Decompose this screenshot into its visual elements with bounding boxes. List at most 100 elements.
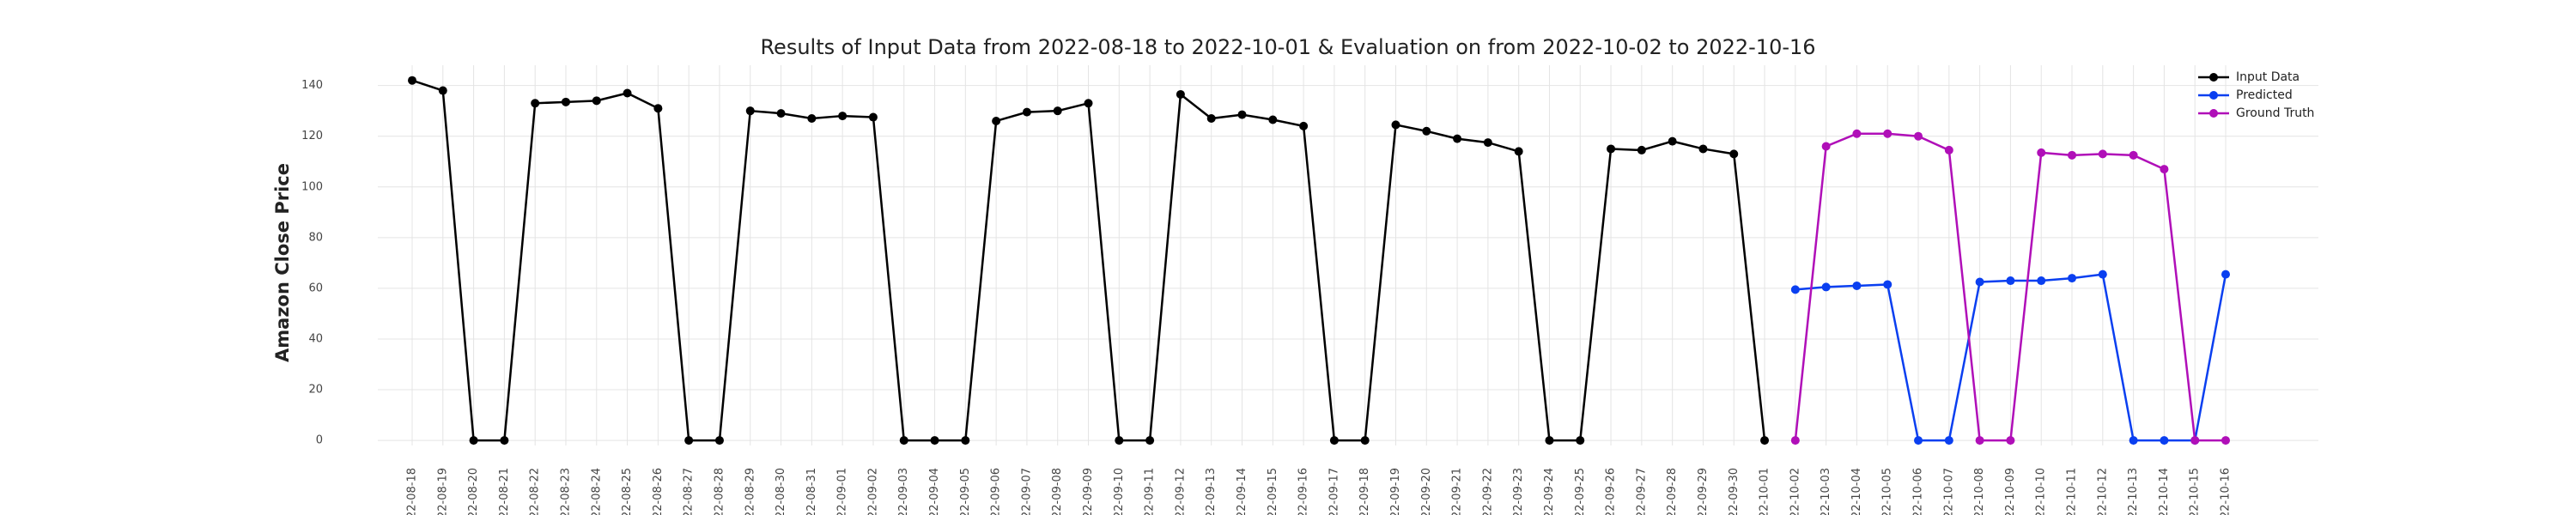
x-tick-label: 2022-09-19	[1389, 468, 1402, 515]
x-tick-label: 2022-10-09	[2004, 468, 2017, 515]
x-tick-label: 2022-08-29	[744, 468, 756, 515]
data-point	[1883, 129, 1893, 138]
x-tick-label: 2022-10-01	[1759, 468, 1771, 515]
data-point	[2037, 148, 2046, 157]
x-tick-label: 2022-09-25	[1574, 468, 1587, 515]
x-tick-label: 2022-09-26	[1605, 468, 1618, 515]
data-point	[1053, 106, 1062, 116]
x-tick-label: 2022-08-26	[652, 468, 665, 515]
data-point	[561, 97, 570, 106]
x-tick-label: 2022-09-14	[1236, 468, 1249, 515]
x-tick-label: 2022-08-22	[529, 468, 542, 515]
legend-label: Ground Truth	[2236, 106, 2314, 120]
x-tick-label: 2022-08-25	[621, 468, 634, 515]
x-tick-label: 2022-09-10	[1113, 468, 1126, 515]
x-tick-label: 2022-09-29	[1697, 468, 1710, 515]
x-tick-label: 2022-08-19	[436, 468, 449, 515]
y-tick-label: 120	[301, 130, 323, 142]
data-point	[2160, 436, 2169, 445]
data-point	[714, 436, 724, 445]
chart-title: Results of Input Data from 2022-08-18 to…	[760, 35, 1815, 59]
x-tick-label: 2022-09-18	[1358, 468, 1371, 515]
data-point	[1914, 436, 1923, 445]
x-tick-label: 2022-08-24	[590, 468, 603, 515]
data-point	[868, 112, 878, 122]
y-axis-label: Amazon Close Price	[272, 163, 293, 362]
x-tick-label: 2022-09-16	[1297, 468, 1310, 515]
legend-label: Predicted	[2236, 88, 2293, 102]
data-point	[2129, 436, 2138, 445]
data-point	[1790, 285, 1800, 294]
x-tick-label: 2022-09-07	[1020, 468, 1033, 515]
data-point	[438, 86, 447, 95]
data-point	[1422, 126, 1431, 136]
data-point	[1299, 121, 1309, 130]
data-point	[1790, 436, 1800, 445]
y-tick-label: 60	[308, 282, 323, 294]
y-tick-label: 100	[301, 180, 323, 193]
data-point	[653, 104, 663, 113]
data-point	[1852, 129, 1862, 138]
data-point	[807, 114, 817, 124]
y-tick-label: 20	[308, 384, 323, 397]
legend-label: Input Data	[2236, 70, 2300, 84]
data-point	[745, 106, 755, 116]
data-point	[2006, 436, 2015, 445]
x-tick-label: 2022-10-12	[2096, 468, 2109, 515]
data-point	[1760, 436, 1770, 445]
data-point	[1637, 145, 1646, 154]
x-tick-label: 2022-09-20	[1420, 468, 1433, 515]
x-tick-label: 2022-09-02	[866, 468, 879, 515]
data-point	[1360, 436, 1370, 445]
x-tick-label: 2022-10-14	[2158, 468, 2171, 515]
data-point	[2068, 150, 2077, 160]
data-point	[961, 436, 970, 445]
data-point	[930, 436, 939, 445]
x-tick-label: 2022-09-04	[928, 468, 941, 515]
data-point	[1576, 436, 1585, 445]
data-point	[2098, 270, 2107, 279]
x-tick-label: 2022-09-15	[1267, 468, 1279, 515]
data-point	[899, 436, 908, 445]
data-point	[531, 99, 540, 108]
x-tick-label: 2022-10-03	[1820, 468, 1832, 515]
data-point	[500, 436, 509, 445]
x-tick-label: 2022-09-09	[1082, 468, 1095, 515]
data-point	[2190, 436, 2200, 445]
data-point	[2160, 165, 2169, 174]
x-tick-label: 2022-09-08	[1051, 468, 1064, 515]
data-point	[992, 116, 1001, 125]
legend-marker	[2209, 91, 2218, 100]
data-point	[2221, 270, 2230, 279]
x-tick-label: 2022-08-18	[406, 468, 419, 515]
data-point	[1975, 436, 1984, 445]
data-point	[1668, 136, 1677, 146]
data-point	[2006, 276, 2015, 286]
x-tick-label: 2022-09-12	[1174, 468, 1187, 515]
data-point	[1453, 134, 1462, 143]
x-tick-label: 2022-08-28	[713, 468, 726, 515]
data-point	[1944, 145, 1953, 154]
legend-marker	[2209, 73, 2218, 82]
x-tick-label: 2022-10-05	[1881, 468, 1894, 515]
data-point	[2129, 150, 2138, 160]
data-point	[1821, 142, 1831, 151]
x-tick-label: 2022-10-13	[2127, 468, 2140, 515]
data-point	[2098, 149, 2107, 159]
data-point	[1329, 436, 1339, 445]
data-point	[1206, 114, 1216, 124]
x-tick-label: 2022-09-11	[1144, 468, 1157, 515]
legend-marker	[2209, 109, 2218, 118]
x-tick-label: 2022-09-03	[897, 468, 910, 515]
data-point	[1914, 131, 1923, 141]
data-point	[1176, 89, 1185, 99]
x-tick-label: 2022-10-04	[1850, 468, 1863, 515]
data-point	[1115, 436, 1124, 445]
data-point	[623, 88, 632, 98]
x-tick-label: 2022-10-08	[1973, 468, 1986, 515]
x-tick-label: 2022-10-02	[1789, 468, 1801, 515]
data-point	[1975, 277, 1984, 287]
x-tick-label: 2022-08-27	[683, 468, 696, 515]
data-point	[2221, 436, 2230, 445]
